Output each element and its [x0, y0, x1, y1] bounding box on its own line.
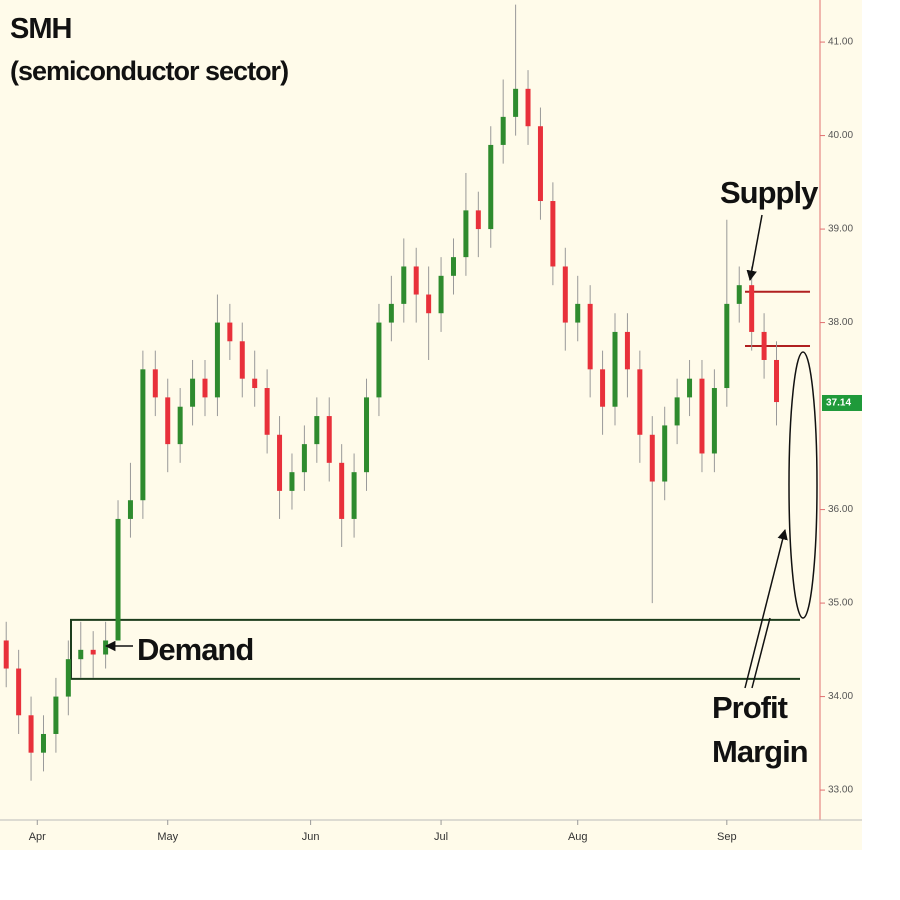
- y-tick-label: 40.00: [828, 130, 853, 141]
- candle-body: [749, 285, 755, 332]
- chart-subtitle: (semiconductor sector): [10, 56, 288, 86]
- candle-body: [587, 303, 593, 370]
- candle-body: [152, 369, 158, 398]
- x-tick-label: Sep: [717, 831, 737, 843]
- y-tick-label: 35.00: [828, 598, 853, 609]
- candle-body: [90, 649, 96, 655]
- candle-body: [401, 266, 407, 304]
- candle-body: [600, 369, 606, 407]
- candle-body: [65, 659, 71, 697]
- candle-body: [624, 331, 630, 370]
- y-tick-label: 34.00: [828, 691, 853, 702]
- candle-body: [53, 696, 59, 734]
- y-tick-label: 39.00: [828, 224, 853, 235]
- profit-label: Profit: [712, 690, 788, 725]
- candle-body: [103, 640, 109, 655]
- last-price-label: 37.14: [826, 398, 851, 409]
- candle-body: [202, 378, 208, 398]
- candle-body: [687, 378, 693, 398]
- profit-arrow: [744, 528, 788, 689]
- candle-body: [214, 322, 220, 398]
- supply-arrow: [746, 214, 763, 282]
- x-tick-label: Jul: [434, 831, 448, 843]
- profit-ellipse: [788, 351, 818, 619]
- candle-body: [264, 388, 270, 435]
- candle-body: [326, 416, 332, 463]
- x-tick-label: Jun: [302, 831, 320, 843]
- candle-body: [724, 303, 730, 389]
- chart-title: SMH: [10, 13, 71, 45]
- margin-label: Margin: [712, 734, 808, 769]
- candle-body: [575, 303, 581, 323]
- candle-body: [177, 406, 183, 445]
- candle-body: [239, 341, 245, 379]
- candle-body: [364, 397, 370, 473]
- candle-body: [314, 416, 320, 445]
- candle-body: [339, 462, 345, 519]
- candle-body: [227, 322, 233, 342]
- candle-body: [774, 359, 780, 403]
- last-price-badge: [822, 394, 862, 411]
- candle-body: [450, 257, 456, 276]
- candle-body: [165, 397, 171, 445]
- candle-body: [488, 144, 494, 230]
- candle-body: [28, 715, 34, 753]
- marks: 33.00 34.00 35.00 36.00 38.00 39.00 40.00 41.00…: [0, 0, 862, 843]
- candle-body: [537, 126, 543, 202]
- y-tick-label: 41.00: [828, 37, 853, 48]
- candle-body: [674, 397, 680, 426]
- candle-body: [190, 378, 196, 407]
- y-tick-label: 36.00: [828, 504, 853, 515]
- candle-body: [438, 275, 444, 314]
- candle-body: [413, 266, 419, 295]
- candle-body: [127, 500, 133, 519]
- candle-body: [426, 294, 432, 314]
- candle-body: [301, 444, 307, 473]
- candle-body: [16, 668, 22, 716]
- candle-body: [115, 518, 121, 641]
- x-tick-label: May: [157, 831, 178, 843]
- candle-body: [513, 88, 519, 117]
- candle-body: [388, 303, 394, 323]
- candle-body: [699, 378, 705, 454]
- demand-label: Demand: [137, 632, 253, 667]
- candle-body: [78, 649, 84, 660]
- candle-body: [612, 331, 618, 407]
- candle-body: [351, 472, 357, 519]
- candle-body: [562, 266, 568, 323]
- profit-arrow-line: [751, 617, 771, 689]
- x-tick-label: Apr: [29, 831, 46, 843]
- candle-body: [525, 88, 531, 127]
- candle-body: [475, 210, 481, 230]
- candle-body: [277, 434, 283, 491]
- candle-body: [649, 434, 655, 482]
- candle-body: [637, 369, 643, 435]
- candle-body: [463, 210, 469, 258]
- candle-body: [252, 378, 258, 389]
- candle-body: [40, 733, 46, 753]
- candle-body: [761, 331, 767, 360]
- candle-body: [140, 369, 146, 501]
- candle-body: [736, 285, 742, 304]
- candle-body: [550, 201, 556, 267]
- x-tick-label: Aug: [568, 831, 588, 843]
- y-tick-label: 33.00: [828, 785, 853, 796]
- candle-body: [3, 640, 9, 669]
- candle-body: [662, 425, 668, 482]
- candle-body: [376, 322, 382, 398]
- supply-label: Supply: [720, 175, 819, 210]
- candle-body: [289, 472, 295, 491]
- y-tick-label: 38.00: [828, 317, 853, 328]
- candle-body: [711, 388, 717, 454]
- candle-body: [500, 116, 506, 145]
